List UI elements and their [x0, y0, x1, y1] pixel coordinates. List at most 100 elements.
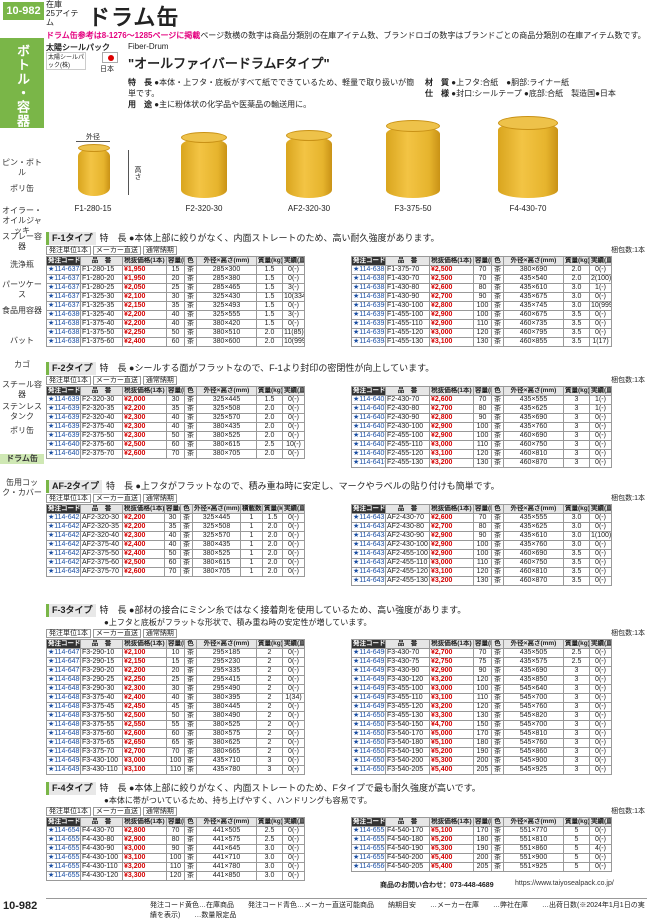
table-row[interactable]: ★114-6499 F3-455-120 ¥3,200 120 茶 545×760 3 0(-…: [351, 702, 612, 712]
table-row[interactable]: ★114-6552 F4-430-100 ¥3,100 100 茶 441×710 3.0 0…: [46, 853, 305, 863]
table-row[interactable]: ★114-6501 F3-540-150 ¥4,700 150 茶 545×700 3 0(-…: [351, 720, 612, 730]
table-row[interactable]: ★114-6502 F3-540-170 ¥5,000 170 茶 545×810 3 0(-…: [351, 729, 612, 739]
table-row[interactable]: ★114-6388 F1-430-80 ¥2,600 80 茶 435×610 3.0 1(-…: [351, 283, 612, 293]
table-row[interactable]: ★114-6387 F1-430-70 ¥2,500 70 茶 435×540 2.0 2(1…: [351, 274, 612, 284]
table-row[interactable]: ★114-6399 F2-375-50 ¥2,300 50 茶 380×525 2.0 0(-…: [46, 431, 305, 441]
table-row[interactable]: ★114-6549 F4-430-70 ¥2,800 70 茶 441×505 2.5 0(-…: [46, 826, 305, 836]
table-row[interactable]: ★114-6560 F4-540-205 ¥5,400 205 茶 551×925 5 0(-…: [351, 862, 612, 872]
table-row[interactable]: ★114-6377 F1-325-30 ¥2,100 30 茶 325×430 1.5 10(…: [46, 292, 305, 302]
sidebar-item[interactable]: スプレー容器: [2, 232, 42, 251]
table-row[interactable]: ★114-6487 F3-375-60 ¥2,600 60 茶 380×575 2 0(-): [46, 729, 305, 739]
table-row[interactable]: ★114-6402 F2-430-70 ¥2,600 70 茶 435×555 3 1(-): [351, 395, 612, 405]
table-row[interactable]: ★114-6376 F1-280-25 ¥2,050 25 茶 285×465 1.5 3(-…: [46, 283, 305, 293]
table-row[interactable]: ★114-6493 F3-430-90 ¥2,900 90 茶 435×690 3 0(-): [351, 666, 612, 676]
table-row[interactable]: ★114-6401 F2-375-70 ¥2,600 70 茶 380×705 2.0 0(-…: [46, 449, 305, 459]
sidebar-item[interactable]: カゴ: [14, 360, 30, 369]
table-row[interactable]: ★114-6488 F3-375-65 ¥2,650 65 茶 380×625 2 0(-): [46, 738, 305, 748]
sidebar-item[interactable]: ドラム缶: [0, 454, 44, 464]
table-row[interactable]: ★114-6506 F3-540-205 ¥5,400 205 茶 545×925 3 0(-…: [351, 765, 612, 775]
table-row[interactable]: ★114-6558 F4-540-190 ¥5,300 190 茶 551×860 5 4(-…: [351, 844, 612, 854]
table-row[interactable]: ★114-6428 AF2-375-50 ¥2,400 50 茶 380×525 1 2.0 0…: [46, 549, 305, 559]
table-row[interactable]: ★114-6554 F4-430-120 ¥3,300 120 茶 441×850 3.0 0…: [46, 871, 305, 881]
table-row[interactable]: ★114-6392 F1-455-110 ¥2,900 110 茶 460×735 3.5 0…: [351, 319, 612, 329]
sidebar-item[interactable]: 缶用コック・カバー: [2, 478, 42, 497]
table-row[interactable]: ★114-6556 F4-540-180 ¥5,200 180 茶 551×810 5 0(-…: [351, 835, 612, 845]
table-row[interactable]: ★114-6383 F1-375-60 ¥2,400 60 茶 380×600 2.0 10(…: [46, 337, 305, 347]
table-row[interactable]: ★114-6486 F3-375-55 ¥2,550 55 茶 380×525 2 0(-): [46, 720, 305, 730]
table-row[interactable]: ★114-6492 F3-430-75 ¥2,750 75 茶 435×575 2.5 0(-…: [351, 657, 612, 667]
sidebar-item[interactable]: ステンレスタンク: [2, 402, 42, 421]
table-row[interactable]: ★114-6431 AF2-430-70 ¥2,600 70 茶 435×555 3.0 0(…: [351, 513, 612, 523]
table-row[interactable]: ★114-6389 F1-430-90 ¥2,700 90 茶 435×675 3.0 0(-…: [351, 292, 612, 302]
table-row[interactable]: ★114-6437 AF2-455-110 ¥3,000 110 茶 460×750 3.5…: [351, 558, 612, 568]
table-row[interactable]: ★114-6406 F2-455-100 ¥2,900 100 茶 460×690 3 0(-…: [351, 431, 612, 441]
sidebar-item[interactable]: パーツケース: [2, 280, 42, 299]
table-row[interactable]: ★114-6500 F3-455-130 ¥3,300 130 茶 545×820 3 0(-…: [351, 711, 612, 721]
sidebar-item[interactable]: 洗浄瓶: [10, 260, 34, 269]
table-row[interactable]: ★114-6503 F3-540-180 ¥5,100 180 茶 545×760 3 0(-…: [351, 738, 612, 748]
table-row[interactable]: ★114-6438 AF2-455-120 ¥3,100 120 茶 460×810 3.5…: [351, 567, 612, 577]
sidebar-item[interactable]: オイラー・オイルジャッキ: [2, 206, 42, 235]
table-row[interactable]: ★114-6393 F1-455-120 ¥3,000 120 茶 460×795 3.5 0…: [351, 328, 612, 338]
table-row[interactable]: ★114-6398 F2-375-40 ¥2,300 40 茶 380×435 2.0 0(-…: [46, 422, 305, 432]
table-row[interactable]: ★114-6504 F3-540-190 ¥5,200 190 茶 545×860 3 0(-…: [351, 747, 612, 757]
table-row[interactable]: ★114-6485 F3-375-50 ¥2,500 50 茶 380×490 2 0(-): [46, 711, 305, 721]
sidebar-item[interactable]: バット: [10, 336, 34, 345]
table-row[interactable]: ★114-6374 F1-280-15 ¥1,950 15 茶 285×300 1.5 0(-…: [46, 265, 305, 275]
table-row[interactable]: ★114-6495 F3-430-110 ¥3,100 110 茶 435×780 3 0(-…: [46, 765, 305, 775]
table-row[interactable]: ★114-6483 F3-375-45 ¥2,450 45 茶 380×445 2 0(-): [46, 702, 305, 712]
table-row[interactable]: ★114-6375 F1-280-20 ¥1,950 20 茶 285×380 1.5 0(-…: [46, 274, 305, 284]
table-row[interactable]: ★114-6405 F2-430-100 ¥2,900 100 茶 435×760 3 0(-…: [351, 422, 612, 432]
table-row[interactable]: ★114-6395 F2-320-30 ¥2,000 30 茶 325×445 1.5 0(-…: [46, 395, 305, 405]
table-row[interactable]: ★114-6426 AF2-320-40 ¥2,300 40 茶 325×570 1 2.0 0…: [46, 531, 305, 541]
table-row[interactable]: ★114-6425 AF2-320-35 ¥2,200 35 茶 325×508 1 2.0 0…: [46, 522, 305, 532]
website-url[interactable]: https://www.taiyosealpack.co.jp/: [515, 880, 614, 887]
table-row[interactable]: ★114-6555 F4-540-170 ¥5,100 170 茶 551×770 5 0(-…: [351, 826, 612, 836]
table-row[interactable]: ★114-6489 F3-375-70 ¥2,700 70 茶 380×665 2 0(-): [46, 747, 305, 757]
table-row[interactable]: ★114-6423 AF2-320-30 ¥2,200 30 茶 325×445 1 1.5 0…: [46, 513, 305, 523]
table-row[interactable]: ★114-6400 F2-375-60 ¥2,500 60 茶 380×615 2.5 10(…: [46, 440, 305, 450]
table-row[interactable]: ★114-6380 F1-325-40 ¥2,200 40 茶 325×555 1.5 3(-…: [46, 310, 305, 320]
table-row[interactable]: ★114-6482 F3-375-40 ¥2,400 40 茶 380×395 2 1(34): [46, 693, 305, 703]
table-row[interactable]: ★114-6427 AF2-375-40 ¥2,400 40 茶 380×435 1 2.0 0…: [46, 540, 305, 550]
table-row[interactable]: ★114-6403 F2-430-80 ¥2,700 80 茶 435×625 3 1(-): [351, 404, 612, 414]
table-row[interactable]: ★114-6497 F3-455-100 ¥3,000 100 茶 545×640 3 0(-…: [351, 684, 612, 694]
table-row[interactable]: ★114-6390 F1-430-100 ¥2,800 100 茶 435×745 3.0 1…: [351, 301, 612, 311]
table-row[interactable]: ★114-6479 F3-290-20 ¥2,200 20 茶 295×335 2 0(-): [46, 666, 305, 676]
table-row[interactable]: ★114-6436 AF2-455-100 ¥2,900 100 茶 460×690 3.5…: [351, 549, 612, 559]
sidebar-item[interactable]: スチール容器: [2, 380, 42, 399]
table-row[interactable]: ★114-6434 AF2-430-90 ¥2,900 90 茶 435×610 3.0 1(…: [351, 531, 612, 541]
table-row[interactable]: ★114-6430 AF2-375-70 ¥2,600 70 茶 380×705 1 2.0 0…: [46, 567, 305, 577]
table-row[interactable]: ★114-6481 F3-290-30 ¥2,300 30 茶 295×490 2 0(-): [46, 684, 305, 694]
table-row[interactable]: ★114-6382 F1-375-50 ¥2,250 50 茶 380×510 2.0 11(…: [46, 328, 305, 338]
table-row[interactable]: ★114-6404 F2-430-90 ¥2,800 90 茶 435×690 3 0(-): [351, 413, 612, 423]
table-row[interactable]: ★114-6494 F3-430-100 ¥3,000 100 茶 435×710 3 0(-…: [46, 756, 305, 766]
table-row[interactable]: ★114-6410 F2-455-130 ¥3,200 130 茶 460×870 3 0(-…: [351, 458, 612, 468]
sidebar-item[interactable]: 食品用容器: [2, 306, 42, 315]
table-row[interactable]: ★114-6550 F4-430-80 ¥2,900 80 茶 441×575 2.5 0(-…: [46, 835, 305, 845]
sidebar-item[interactable]: ポリ缶: [10, 184, 34, 193]
table-row[interactable]: ★114-6496 F3-430-120 ¥3,200 120 茶 435×850 3 0(-…: [351, 675, 612, 685]
table-row[interactable]: ★114-6386 F1-375-70 ¥2,500 70 茶 380×690 2.0 0(-…: [351, 265, 612, 275]
table-row[interactable]: ★114-6378 F1-325-35 ¥2,150 35 茶 325×493 1.5 0(-…: [46, 301, 305, 311]
sidebar-item[interactable]: ピン・ボトル: [2, 158, 42, 177]
table-row[interactable]: ★114-6435 AF2-430-100 ¥2,900 100 茶 435×760 3.0…: [351, 540, 612, 550]
table-row[interactable]: ★114-6396 F2-320-35 ¥2,200 35 茶 325×508 2.0 0(-…: [46, 404, 305, 414]
table-row[interactable]: ★114-6439 AF2-455-130 ¥3,200 130 茶 460×870 3.5…: [351, 576, 612, 586]
table-row[interactable]: ★114-6553 F4-430-110 ¥3,200 110 茶 441×780 3.0 0…: [46, 862, 305, 872]
table-row[interactable]: ★114-6381 F1-375-40 ¥2,200 40 茶 380×420 1.5 0(-…: [46, 319, 305, 329]
table-row[interactable]: ★114-6409 F2-455-120 ¥3,100 120 茶 460×810 3 0(-…: [351, 449, 612, 459]
table-row[interactable]: ★114-6397 F2-320-40 ¥2,300 40 茶 325×570 2.0 0(-…: [46, 413, 305, 423]
table-row[interactable]: ★114-6433 AF2-430-80 ¥2,700 80 茶 435×625 3.0 0(…: [351, 522, 612, 532]
table-row[interactable]: ★114-6498 F3-455-110 ¥3,100 110 茶 545×700 3 0(-…: [351, 693, 612, 703]
table-row[interactable]: ★114-6478 F3-290-15 ¥2,150 15 茶 295×230 2 0(-): [46, 657, 305, 667]
sidebar-item[interactable]: ポリ缶: [10, 426, 34, 435]
table-row[interactable]: ★114-6505 F3-540-200 ¥5,300 200 茶 545×900 3 0(-…: [351, 756, 612, 766]
table-row[interactable]: ★114-6407 F2-455-110 ¥3,000 110 茶 460×750 3 0(-…: [351, 440, 612, 450]
table-row[interactable]: ★114-6429 AF2-375-60 ¥2,500 60 茶 380×615 1 2.0 0…: [46, 558, 305, 568]
table-row[interactable]: ★114-6559 F4-540-200 ¥5,400 200 茶 551×900 5 0(-…: [351, 853, 612, 863]
table-row[interactable]: ★114-6480 F3-290-25 ¥2,250 25 茶 295×415 2 0(-): [46, 675, 305, 685]
table-row[interactable]: ★114-6477 F3-290-10 ¥2,100 10 茶 295×185 2 0(-): [46, 648, 305, 658]
table-row[interactable]: ★114-6391 F1-455-100 ¥2,900 100 茶 460×675 3.5 0…: [351, 310, 612, 320]
table-row[interactable]: ★114-6551 F4-430-90 ¥3,000 90 茶 441×645 3.0 0(-…: [46, 844, 305, 854]
